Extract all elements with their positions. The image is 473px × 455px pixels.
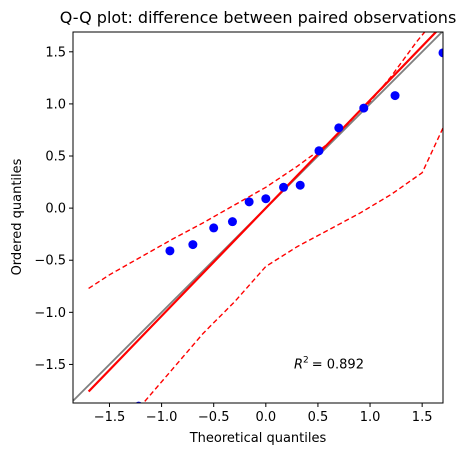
data-point [244,197,254,207]
data-point [227,217,237,227]
data-point [438,48,443,58]
x-tick-label: 0.5 [308,410,329,425]
y-tick-label: −1.5 [34,358,66,373]
x-axis: −1.5 −1.0 −0.5 0.0 0.5 1.0 1.5 [94,403,433,425]
data-point [314,146,324,156]
data-point [188,240,198,250]
x-tick-label: −1.5 [94,410,126,425]
data-point [390,91,400,101]
plot-area [73,32,443,403]
y-tick-label: 1.5 [45,45,66,60]
y-tick-label: 0.5 [45,150,66,165]
x-tick-label: 0.0 [255,410,276,425]
y-axis: −1.5 −1.0 −0.5 0.0 0.5 1.0 1.5 [34,45,73,373]
y-axis-label: Ordered quantiles [10,158,25,275]
x-tick-label: −1.0 [146,410,178,425]
data-point [261,194,271,204]
r-symbol: R [294,357,303,372]
confidence-band-upper [88,32,426,289]
data-point [165,246,175,256]
y-tick-label: 0.0 [45,202,66,217]
data-point [359,103,369,113]
x-tick-label: 1.5 [412,410,433,425]
y-tick-label: 1.0 [45,97,66,112]
data-point [209,223,219,233]
x-tick-label: −0.5 [198,410,230,425]
y-tick-label: −1.0 [34,306,66,321]
plot-frame [72,31,444,404]
x-axis-label: Theoretical quantiles [189,431,327,446]
chart-title: Q-Q plot: difference between paired obse… [60,8,457,27]
data-point [295,180,305,190]
fit-line [87,32,438,393]
r-squared-value: = 0.892 [312,357,364,372]
r-squared-annotation: R2 = 0.892 [294,355,364,372]
y-tick-label: −0.5 [34,254,66,269]
data-point [334,123,344,133]
data-point [279,182,289,192]
r-superscript: 2 [303,355,309,365]
x-tick-label: 1.0 [360,410,381,425]
